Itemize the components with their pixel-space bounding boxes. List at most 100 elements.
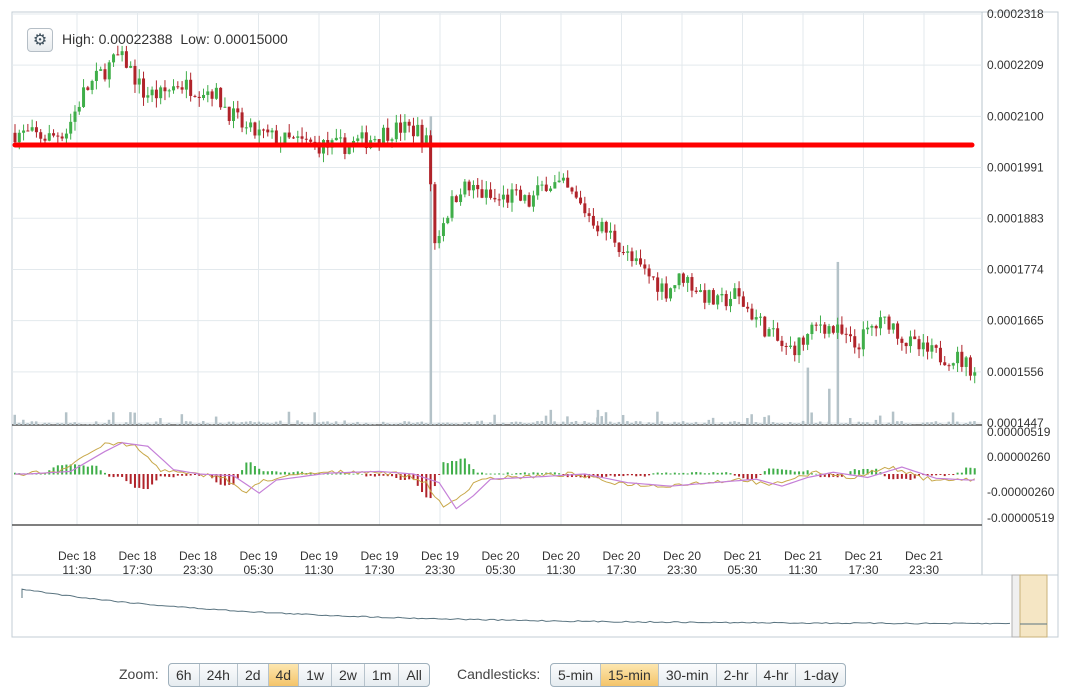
candle-body — [788, 345, 792, 347]
settings-gear-icon[interactable]: ⚙ — [27, 28, 53, 52]
macd-histogram-bar — [172, 474, 175, 478]
candle-body — [758, 316, 762, 318]
candlestick-button-4-hr[interactable]: 4-hr — [757, 664, 797, 686]
volume-bar — [531, 422, 535, 425]
candle-body — [446, 217, 450, 224]
candle-body — [827, 326, 831, 334]
macd-histogram-bar — [305, 473, 308, 475]
macd-histogram-bar — [348, 473, 351, 475]
candle-body — [463, 181, 467, 195]
volume-bar — [758, 423, 762, 425]
time-tick-label: 05:30 — [243, 563, 273, 577]
macd-histogram-bar — [862, 468, 865, 475]
macd-histogram-bar — [772, 468, 775, 475]
zoom-button-2w[interactable]: 2w — [332, 664, 365, 686]
volume-bar — [493, 414, 496, 425]
zoom-button-2d[interactable]: 2d — [238, 664, 269, 686]
macd-histogram-bar — [142, 474, 145, 489]
candlestick-button-15-min[interactable]: 15-min — [601, 664, 659, 686]
volume-bar — [214, 416, 218, 425]
candle-body — [519, 189, 523, 201]
volume-bar — [206, 423, 209, 425]
candle-body — [172, 86, 176, 91]
candle-body — [904, 342, 908, 347]
macd-histogram-bar — [935, 474, 938, 476]
candle-body — [77, 106, 81, 112]
candle-body — [716, 295, 720, 305]
candle-body — [334, 137, 338, 141]
candle-body — [30, 127, 34, 131]
candle-body — [150, 89, 154, 96]
volume-bar — [300, 421, 304, 425]
candlestick-button-30-min[interactable]: 30-min — [659, 664, 717, 686]
candle-body — [771, 328, 775, 330]
candle-body — [471, 184, 475, 191]
candle-body — [99, 69, 103, 71]
zoom-button-4d[interactable]: 4d — [268, 664, 300, 686]
volume-bar — [197, 423, 201, 425]
volume-bar — [938, 423, 942, 425]
candle-body — [202, 94, 206, 98]
macd-histogram-bar — [369, 474, 372, 476]
time-tick-label: Dec 18 — [58, 549, 96, 563]
macd-histogram-bar — [159, 474, 162, 477]
macd-histogram-bar — [476, 472, 479, 475]
volume-bar — [686, 422, 689, 425]
volume-bar — [519, 421, 522, 425]
candlestick-button-1-day[interactable]: 1-day — [803, 667, 839, 683]
macd-histogram-bar — [253, 466, 256, 475]
navigator[interactable] — [12, 574, 1058, 638]
macd-histogram-bar — [609, 474, 612, 476]
price-tick-label: 0.0001556 — [987, 365, 1044, 379]
macd-histogram-bar — [802, 471, 805, 475]
zoom-button-6h[interactable]: 6h — [169, 664, 200, 686]
candle-body — [883, 316, 887, 318]
candle-body — [386, 127, 390, 141]
candlestick-button-5-min[interactable]: 5-min — [551, 664, 602, 686]
candle-body — [390, 139, 394, 141]
time-tick-label: 05:30 — [727, 563, 757, 577]
candle-body — [656, 277, 660, 292]
candle-body — [416, 124, 420, 137]
candle-body — [934, 345, 938, 348]
candle-body — [523, 195, 527, 201]
time-tick-label: 17:30 — [606, 563, 636, 577]
candle-body — [124, 51, 128, 68]
zoom-button-1m[interactable]: 1m — [365, 664, 400, 686]
macd-histogram-bar — [810, 473, 813, 475]
zoom-button-all[interactable]: All — [406, 667, 422, 683]
macd-histogram-bar — [249, 462, 252, 475]
candle-body — [403, 121, 407, 133]
macd-histogram-bar — [433, 474, 436, 487]
candle-body — [167, 90, 171, 92]
volume-bar — [146, 422, 149, 425]
zoom-button-1w[interactable]: 1w — [299, 664, 332, 686]
candle-body — [579, 197, 583, 204]
macd-histogram-bar — [699, 472, 702, 475]
volume-bar — [60, 423, 64, 425]
macd-histogram-bar — [562, 474, 565, 476]
macd-histogram-bar — [678, 473, 681, 475]
volume-bar — [716, 424, 719, 425]
time-tick-label: 23:30 — [909, 563, 939, 577]
volume-bar — [844, 423, 848, 425]
candlestick-button-2-hr[interactable]: 2-hr — [717, 664, 757, 686]
chart-frame — [11, 11, 1059, 638]
volume-bar — [968, 421, 972, 425]
macd-histogram-bar — [489, 473, 492, 475]
volume-bar — [236, 423, 239, 425]
time-tick-label: 11:30 — [546, 563, 575, 577]
volume-bar — [112, 412, 115, 425]
macd-histogram-bar — [211, 474, 214, 479]
volume-bar — [617, 421, 621, 425]
volume-bar — [26, 423, 29, 425]
candle-body — [630, 251, 634, 262]
candle-body — [531, 195, 535, 207]
candle-body — [926, 342, 930, 352]
zoom-button-24h[interactable]: 24h — [200, 664, 238, 686]
macd-histogram-bar — [703, 473, 706, 475]
macd-histogram-bar — [446, 463, 449, 475]
time-tick-label: 23:30 — [183, 563, 213, 577]
macd-histogram-bar — [82, 465, 85, 475]
